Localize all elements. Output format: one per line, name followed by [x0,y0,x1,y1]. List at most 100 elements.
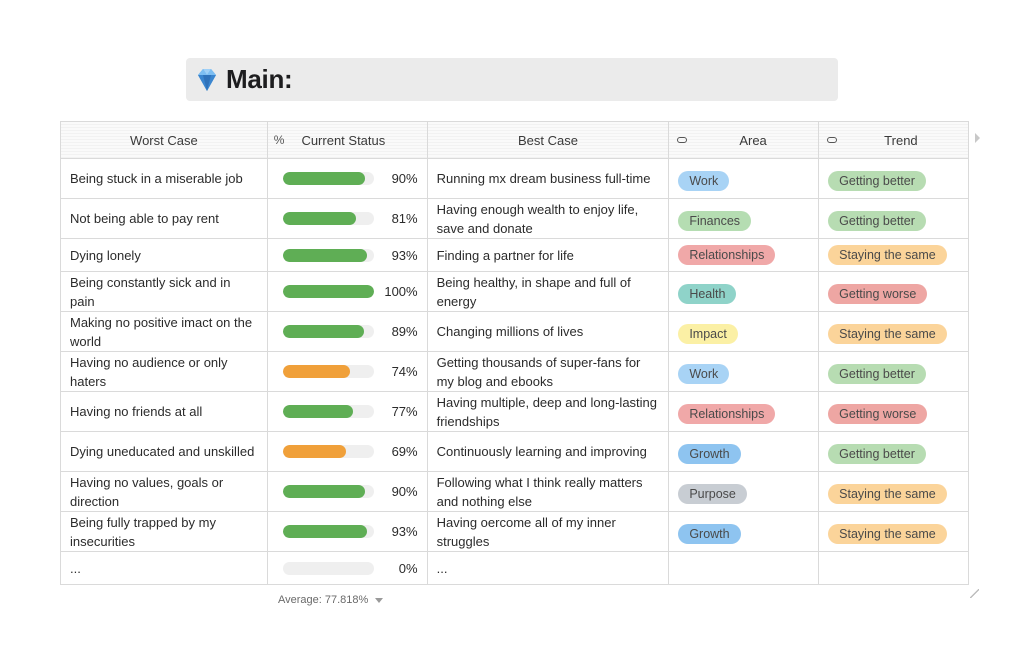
trend-cell[interactable]: Staying the same [819,239,969,272]
worst-case-text: Making no positive imact on the world [70,314,253,349]
area-tag[interactable]: Work [678,171,730,191]
worst-case-cell[interactable]: Having no friends at all [61,392,268,432]
worst-case-cell[interactable]: Being fully trapped by my insecurities [61,512,268,552]
area-cell[interactable]: Work [669,352,820,392]
trend-tag[interactable]: Staying the same [828,245,947,265]
area-cell[interactable]: Impact [669,312,820,352]
trend-cell[interactable]: Staying the same [819,312,969,352]
trend-cell[interactable]: Getting better [819,352,969,392]
area-tag[interactable]: Relationships [678,245,776,265]
current-status-cell[interactable]: 81% [267,199,428,239]
page-title: Main: [226,64,293,94]
area-tag[interactable]: Growth [678,524,741,544]
resize-handle-icon[interactable] [970,589,979,598]
current-status-cell[interactable]: 93% [267,239,428,272]
current-status-cell[interactable]: 100% [267,272,428,312]
table-row[interactable]: Making no positive imact on the world 89%… [61,312,969,352]
current-status-cell[interactable]: 77% [267,392,428,432]
area-cell[interactable] [669,552,820,585]
table-row[interactable]: Having no friends at all 77% Having multip… [61,392,969,432]
area-tag[interactable]: Finances [678,211,752,231]
area-tag[interactable]: Purpose [678,484,747,504]
area-cell[interactable]: Work [669,159,820,199]
best-case-cell[interactable]: Having multiple, deep and long-lasting f… [427,392,670,432]
trend-cell[interactable]: Getting better [819,432,969,472]
column-header-trend[interactable]: Trend [819,122,970,159]
column-header-best-case[interactable]: Best Case [427,122,670,159]
trend-tag[interactable]: Getting worse [828,404,928,424]
trend-tag[interactable]: Getting better [828,444,926,464]
trend-cell[interactable]: Getting worse [819,392,969,432]
trend-tag[interactable]: Getting worse [828,284,928,304]
table-row[interactable]: Being fully trapped by my insecurities 93… [61,512,969,552]
trend-tag[interactable]: Staying the same [828,484,947,504]
area-cell[interactable]: Finances [669,199,820,239]
best-case-cell[interactable]: Getting thousands of super-fans for my b… [427,352,670,392]
table-row[interactable]: Dying lonely 93% Finding a partner for lif… [61,239,969,272]
best-case-cell[interactable]: Changing millions of lives [427,312,670,352]
current-status-cell[interactable]: 69% [267,432,428,472]
worst-case-cell[interactable]: Dying uneducated and unskilled [61,432,268,472]
trend-cell[interactable]: Staying the same [819,512,969,552]
best-case-cell[interactable]: Following what I think really matters an… [427,472,670,512]
current-status-cell[interactable]: 90% [267,159,428,199]
best-case-cell[interactable]: Continuously learning and improving [427,432,670,472]
area-cell[interactable]: Purpose [669,472,820,512]
area-tag[interactable]: Relationships [678,404,776,424]
table-row[interactable]: Having no values, goals or direction 90% F… [61,472,969,512]
area-cell[interactable]: Health [669,272,820,312]
add-column-arrow-icon[interactable] [975,133,980,143]
table-row[interactable]: Not being able to pay rent 81% Having enou… [61,199,969,239]
trend-cell[interactable]: Getting better [819,199,969,239]
worst-case-cell[interactable]: Being stuck in a miserable job [61,159,268,199]
best-case-cell[interactable]: Being healthy, in shape and full of ener… [427,272,670,312]
trend-cell[interactable]: Staying the same [819,472,969,512]
best-case-cell[interactable]: Running mx dream business full-time [427,159,670,199]
table-row[interactable]: Being stuck in a miserable job 90% Running… [61,159,969,199]
best-case-cell[interactable]: Having enough wealth to enjoy life, save… [427,199,670,239]
trend-tag[interactable]: Staying the same [828,524,947,544]
calculation-footer[interactable]: Average: 77.818% [278,594,384,606]
trend-tag[interactable]: Getting better [828,364,926,384]
worst-case-cell[interactable]: Making no positive imact on the world [61,312,268,352]
worst-case-cell[interactable]: Having no values, goals or direction [61,472,268,512]
worst-case-cell[interactable]: Being constantly sick and in pain [61,272,268,312]
area-cell[interactable]: Relationships [669,392,820,432]
trend-tag[interactable]: Getting better [828,171,926,191]
table-row[interactable]: ... 0%... [61,552,969,585]
column-header-label: Best Case [517,132,578,148]
area-tag[interactable]: Impact [678,324,738,344]
table-row[interactable]: Being constantly sick and in pain 100% Bei… [61,272,969,312]
trend-tag[interactable]: Getting better [828,211,926,231]
area-tag[interactable]: Health [678,284,737,304]
table-row[interactable]: Dying uneducated and unskilled 69% Continu… [61,432,969,472]
current-status-cell[interactable]: 90% [267,472,428,512]
column-header-current-status[interactable]: % Current Status [267,122,428,159]
area-cell[interactable]: Relationships [669,239,820,272]
page-title-bar[interactable]: Main: [186,58,838,101]
trend-cell[interactable]: Getting better [819,159,969,199]
trend-tag[interactable]: Staying the same [828,324,947,344]
worst-case-cell[interactable]: Dying lonely [61,239,268,272]
column-header-area[interactable]: Area [669,122,820,159]
worst-case-cell[interactable]: Not being able to pay rent [61,199,268,239]
area-cell[interactable]: Growth [669,512,820,552]
best-case-cell[interactable]: ... [427,552,670,585]
trend-cell[interactable]: Getting worse [819,272,969,312]
current-status-cell[interactable]: 74% [267,352,428,392]
current-status-cell[interactable]: 89% [267,312,428,352]
best-case-cell[interactable]: Having oercome all of my inner struggles [427,512,670,552]
best-case-cell[interactable]: Finding a partner for life [427,239,670,272]
trend-cell[interactable] [819,552,969,585]
percent-value: 90% [391,171,418,186]
current-status-cell[interactable]: 0% [267,552,428,585]
column-header-worst-case[interactable]: Worst Case [61,122,268,159]
progress-bar [282,525,374,538]
current-status-cell[interactable]: 93% [267,512,428,552]
area-cell[interactable]: Growth [669,432,820,472]
area-tag[interactable]: Growth [678,444,741,464]
worst-case-cell[interactable]: Having no audience or only haters [61,352,268,392]
area-tag[interactable]: Work [678,364,730,384]
worst-case-cell[interactable]: ... [61,552,268,585]
table-row[interactable]: Having no audience or only haters 74% Gett… [61,352,969,392]
